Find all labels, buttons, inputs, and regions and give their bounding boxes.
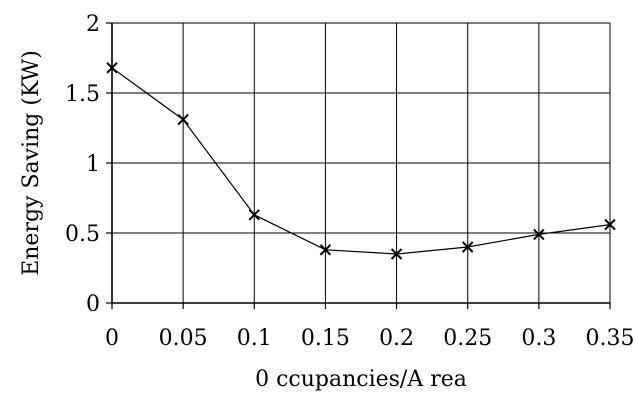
data-point (106, 62, 118, 74)
y-tick-label: 1.5 (65, 82, 100, 107)
data-point (319, 244, 332, 256)
data-point (604, 218, 616, 231)
data-series (106, 62, 616, 260)
x-tick-label: 0.2 (379, 326, 414, 351)
x-axis-label: 0 ccupancies/A rea (255, 367, 467, 392)
series-line (111, 67, 611, 255)
data-point (390, 248, 403, 260)
x-tick-labels: 0 0.05 0.1 0.15 0.2 0.25 0.3 0.35 (105, 326, 634, 351)
x-tick-label: 0.3 (521, 326, 556, 351)
y-tick-labels: 0 0.5 1 1.5 2 (65, 12, 100, 317)
y-axis-label: Energy Saving (KW) (19, 50, 44, 276)
grid (111, 22, 611, 304)
x-tick-label: 0.35 (586, 326, 635, 351)
y-tick-label: 0.5 (65, 222, 100, 247)
y-tick-label: 0 (86, 292, 100, 317)
data-point (462, 241, 474, 253)
data-point (177, 113, 189, 126)
x-tick-label: 0.1 (237, 326, 272, 351)
data-point (248, 209, 260, 221)
y-tick-label: 2 (86, 12, 100, 37)
data-point (533, 228, 545, 241)
x-tick-label: 0.15 (301, 326, 350, 351)
axes (106, 22, 611, 309)
x-tick-label: 0.25 (443, 326, 492, 351)
x-tick-label: 0 (105, 326, 119, 351)
y-tick-label: 1 (86, 152, 100, 177)
x-tick-label: 0.05 (159, 326, 208, 351)
